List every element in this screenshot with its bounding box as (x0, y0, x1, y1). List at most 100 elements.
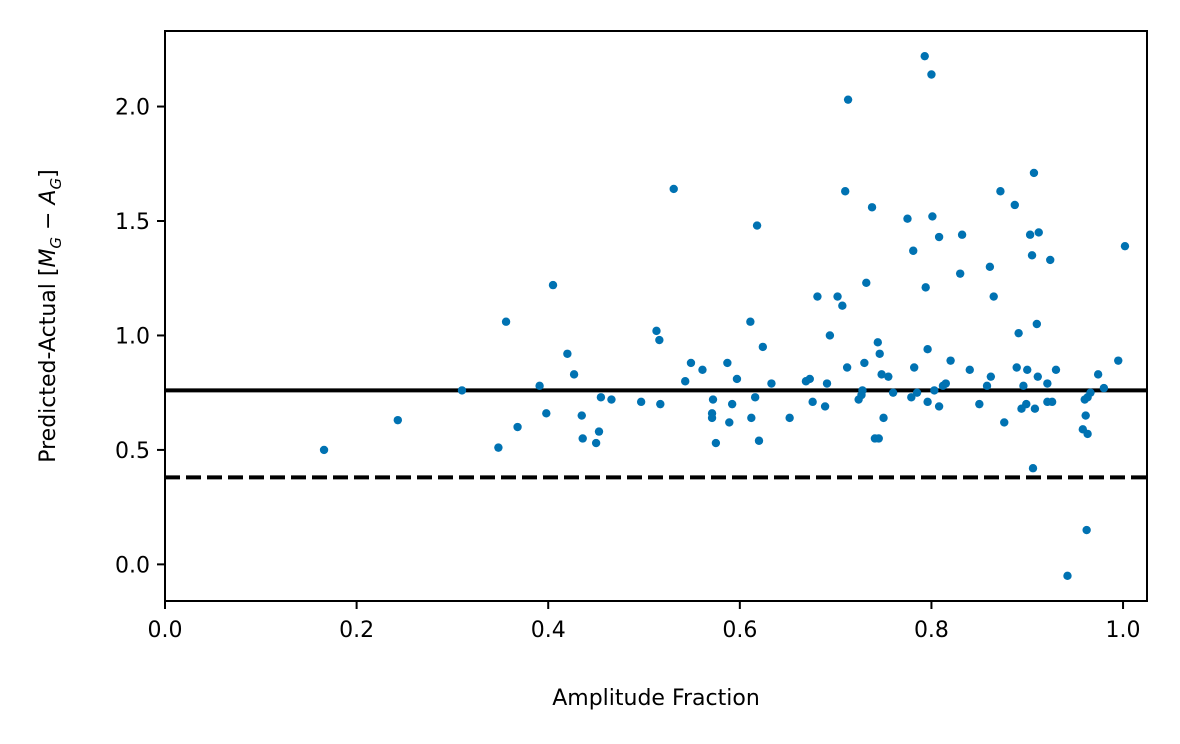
data-point (985, 262, 995, 271)
data-point (941, 379, 951, 388)
x-axis-ticks: 0.0 0.2 0.4 0.6 0.8 1.0 (148, 601, 1141, 643)
data-point (841, 187, 850, 196)
data-point (884, 372, 893, 381)
data-point (858, 386, 867, 395)
data-point (681, 377, 690, 386)
data-point (1046, 255, 1055, 265)
data-point (563, 349, 572, 358)
data-point (957, 230, 967, 239)
y-tick-label: 0.5 (115, 439, 150, 464)
data-point (920, 51, 929, 61)
data-point (548, 280, 558, 290)
data-point (1033, 372, 1042, 381)
data-point (986, 372, 996, 381)
data-point (732, 374, 742, 384)
data-point (825, 331, 835, 340)
data-point (542, 409, 551, 418)
y-axis-ticks: 0.0 0.5 1.0 1.5 2.0 (115, 96, 165, 578)
data-point (965, 365, 974, 374)
data-point (934, 232, 944, 242)
data-point (494, 443, 503, 452)
y-axis-label: Predicted-Actual [MG − AG] (36, 169, 65, 463)
x-tick-label: 1.0 (1106, 618, 1141, 643)
data-point (656, 399, 665, 409)
data-point (727, 399, 737, 409)
data-point (1027, 251, 1037, 260)
data-point (594, 427, 604, 436)
data-point (975, 399, 984, 409)
data-point (1063, 571, 1072, 581)
data-point (655, 335, 664, 345)
data-point (669, 184, 678, 194)
x-tick-label: 0.4 (531, 618, 566, 643)
data-point (1086, 388, 1095, 397)
data-point (501, 317, 511, 326)
data-point (1012, 363, 1021, 372)
data-point (708, 395, 718, 404)
data-point (1093, 370, 1103, 379)
data-point (319, 445, 329, 455)
data-point (577, 411, 586, 420)
data-point (1099, 383, 1109, 393)
data-point (860, 358, 869, 368)
data-point (1082, 525, 1091, 535)
data-point (1043, 379, 1052, 388)
data-point (1051, 365, 1061, 374)
data-point (888, 388, 898, 397)
data-point (867, 203, 877, 212)
data-point (1010, 200, 1019, 210)
data-point (1028, 464, 1038, 473)
data-point (838, 301, 847, 310)
data-point (752, 221, 762, 230)
data-point (955, 269, 965, 278)
data-point (879, 413, 888, 423)
x-axis-label: Amplitude Fraction (552, 686, 760, 711)
data-point (934, 402, 944, 411)
data-point (927, 70, 936, 79)
data-point (1019, 381, 1028, 391)
data-point (725, 418, 734, 427)
data-point (921, 283, 930, 292)
data-point (877, 370, 886, 379)
data-point (1014, 328, 1023, 338)
data-point (1025, 230, 1035, 239)
data-point (747, 413, 756, 423)
data-point (1032, 319, 1042, 329)
data-point (1000, 418, 1009, 427)
data-point (652, 326, 661, 336)
data-point (578, 434, 587, 443)
data-point (535, 381, 544, 391)
x-tick-label: 0.2 (339, 618, 374, 643)
data-point (767, 379, 776, 388)
data-point (607, 395, 616, 404)
data-point (873, 338, 882, 347)
data-point (805, 374, 814, 384)
x-tick-label: 0.8 (914, 618, 949, 643)
data-point (686, 358, 696, 368)
data-point (785, 413, 794, 423)
data-point (698, 365, 707, 374)
data-point (707, 413, 717, 423)
data-point (909, 363, 919, 372)
y-tick-label: 2.0 (115, 96, 150, 121)
plot-frame (164, 30, 1148, 602)
reference-lines (165, 388, 1147, 480)
data-point (842, 363, 852, 372)
data-point (1120, 241, 1130, 251)
y-tick-label: 1.5 (115, 210, 150, 235)
data-point (874, 434, 883, 443)
data-point (946, 356, 955, 365)
data-point (907, 393, 916, 402)
data-point (711, 438, 721, 448)
data-point (393, 415, 403, 425)
data-point (909, 246, 918, 255)
data-point (513, 422, 522, 432)
data-point (843, 95, 853, 104)
data-points (319, 51, 1130, 581)
data-point (746, 317, 755, 326)
data-point (862, 278, 871, 288)
data-point (758, 342, 768, 352)
data-point (569, 370, 579, 379)
data-point (903, 214, 912, 223)
